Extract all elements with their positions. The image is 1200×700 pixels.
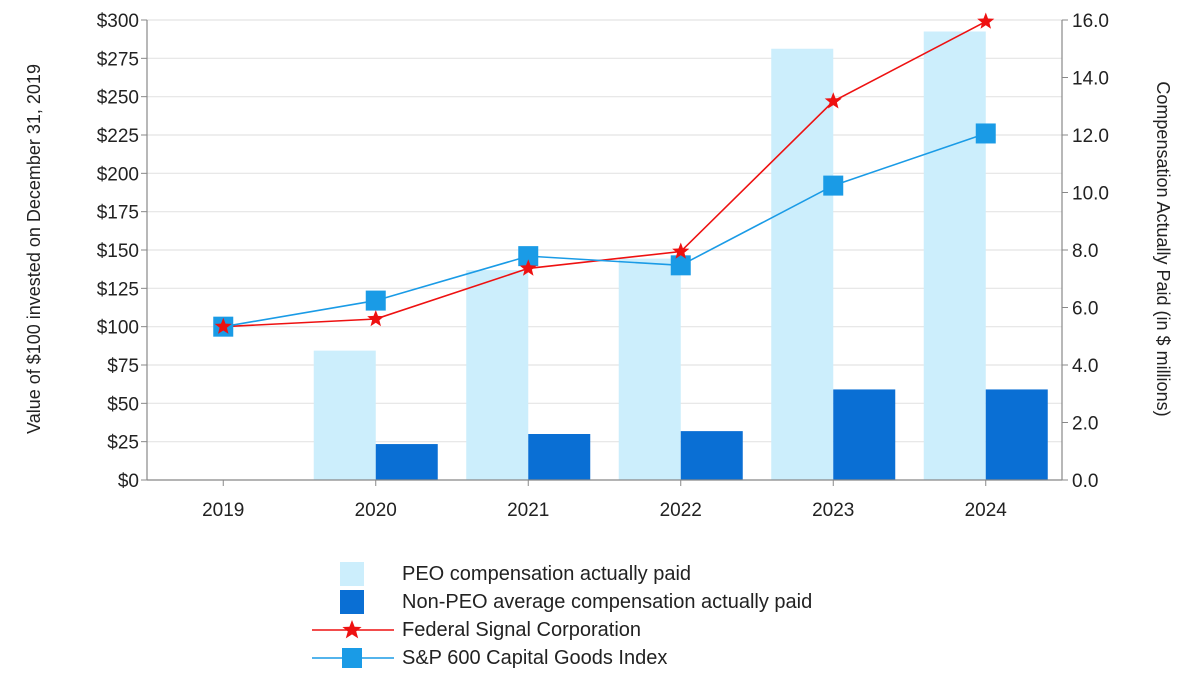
legend-item-federal-signal: Federal Signal Corporation <box>312 616 812 644</box>
non-peo-bar <box>985 389 1048 480</box>
right-tick-label: 14.0 <box>1072 69 1109 90</box>
legend-item-peo: PEO compensation actually paid <box>312 560 812 588</box>
sp600-point <box>823 175 844 196</box>
tick-labels: $0 $25 $50 $75 $100 $125 $150 $175 $200 $225 $250 $… <box>97 11 1109 521</box>
left-tick-label: $25 <box>107 433 139 454</box>
x-tick-label: 2023 <box>812 500 854 521</box>
left-axis-title: Value of $100 invested on December 31, 2… <box>24 64 44 434</box>
legend: PEO compensation actually paid Non-PEO a… <box>312 560 812 672</box>
federal-signal-point <box>214 317 232 334</box>
federal-signal-point <box>977 12 995 29</box>
federal-signal-point <box>824 92 842 109</box>
x-tick-label: 2020 <box>355 500 397 521</box>
axes <box>141 19 1068 486</box>
left-tick-label: $75 <box>107 356 139 377</box>
left-tick-label: $275 <box>97 49 139 70</box>
legend-item-sp600: S&P 600 Capital Goods Index <box>312 644 812 672</box>
legend-label-sp600: S&P 600 Capital Goods Index <box>402 646 668 669</box>
sp600-point <box>670 255 691 276</box>
right-tick-label: 16.0 <box>1072 11 1109 32</box>
left-tick-label: $100 <box>97 318 139 339</box>
peo-bar <box>923 31 986 480</box>
legend-swatch-sp600 <box>312 648 394 668</box>
non-peo-bar <box>375 444 438 480</box>
left-tick-label: $250 <box>97 88 139 109</box>
federal-signal-point <box>672 242 690 259</box>
legend-swatch-federal-signal <box>312 620 394 639</box>
non-peo-bar <box>680 431 743 480</box>
federal-signal-point <box>367 310 385 327</box>
line-series <box>213 12 996 337</box>
x-tick-label: 2021 <box>507 500 549 521</box>
non-peo-bar <box>528 434 591 480</box>
right-axis-title: Compensation Actually Paid (in $ million… <box>1153 81 1173 416</box>
square-icon <box>342 648 362 668</box>
federal-signal-point <box>519 259 537 276</box>
left-tick-label: $125 <box>97 279 139 300</box>
sp600-line <box>223 132 987 328</box>
right-tick-label: 2.0 <box>1072 414 1098 435</box>
peo-bar <box>618 258 681 480</box>
peo-bar <box>313 350 376 480</box>
left-tick-label: $150 <box>97 241 139 262</box>
left-tick-label: $225 <box>97 126 139 147</box>
right-tick-label: 10.0 <box>1072 184 1109 205</box>
left-tick-label: $50 <box>107 394 139 415</box>
legend-swatch-non-peo <box>340 590 364 614</box>
right-tick-label: 8.0 <box>1072 241 1098 262</box>
right-tick-label: 12.0 <box>1072 126 1109 147</box>
right-tick-label: 4.0 <box>1072 356 1098 377</box>
right-tick-label: 0.0 <box>1072 471 1098 492</box>
bar-series <box>313 31 1048 480</box>
right-tick-label: 6.0 <box>1072 299 1098 320</box>
sp600-point <box>518 246 539 267</box>
legend-item-non-peo: Non-PEO average compensation actually pa… <box>312 588 812 616</box>
peo-bar <box>771 48 834 480</box>
x-tick-label: 2024 <box>965 500 1008 521</box>
non-peo-bar <box>833 389 896 480</box>
left-tick-label: $0 <box>118 471 139 492</box>
peo-bar <box>466 270 529 480</box>
left-tick-label: $175 <box>97 203 139 224</box>
combo-chart: $0 $25 $50 $75 $100 $125 $150 $175 $200 $225 $250 $… <box>24 11 1173 521</box>
legend-label-peo: PEO compensation actually paid <box>402 562 692 585</box>
x-tick-label: 2022 <box>660 500 702 521</box>
legend-label-non-peo: Non-PEO average compensation actually pa… <box>402 590 813 613</box>
gridlines <box>147 19 1062 443</box>
left-tick-label: $300 <box>97 11 139 32</box>
sp600-point <box>975 123 996 144</box>
sp600-point <box>365 290 386 311</box>
legend-swatch-peo <box>340 562 364 586</box>
x-tick-label: 2019 <box>202 500 244 521</box>
star-icon <box>342 620 362 639</box>
left-tick-label: $200 <box>97 164 139 185</box>
legend-label-federal-signal: Federal Signal Corporation <box>402 618 642 641</box>
federal-signal-line <box>223 20 987 328</box>
